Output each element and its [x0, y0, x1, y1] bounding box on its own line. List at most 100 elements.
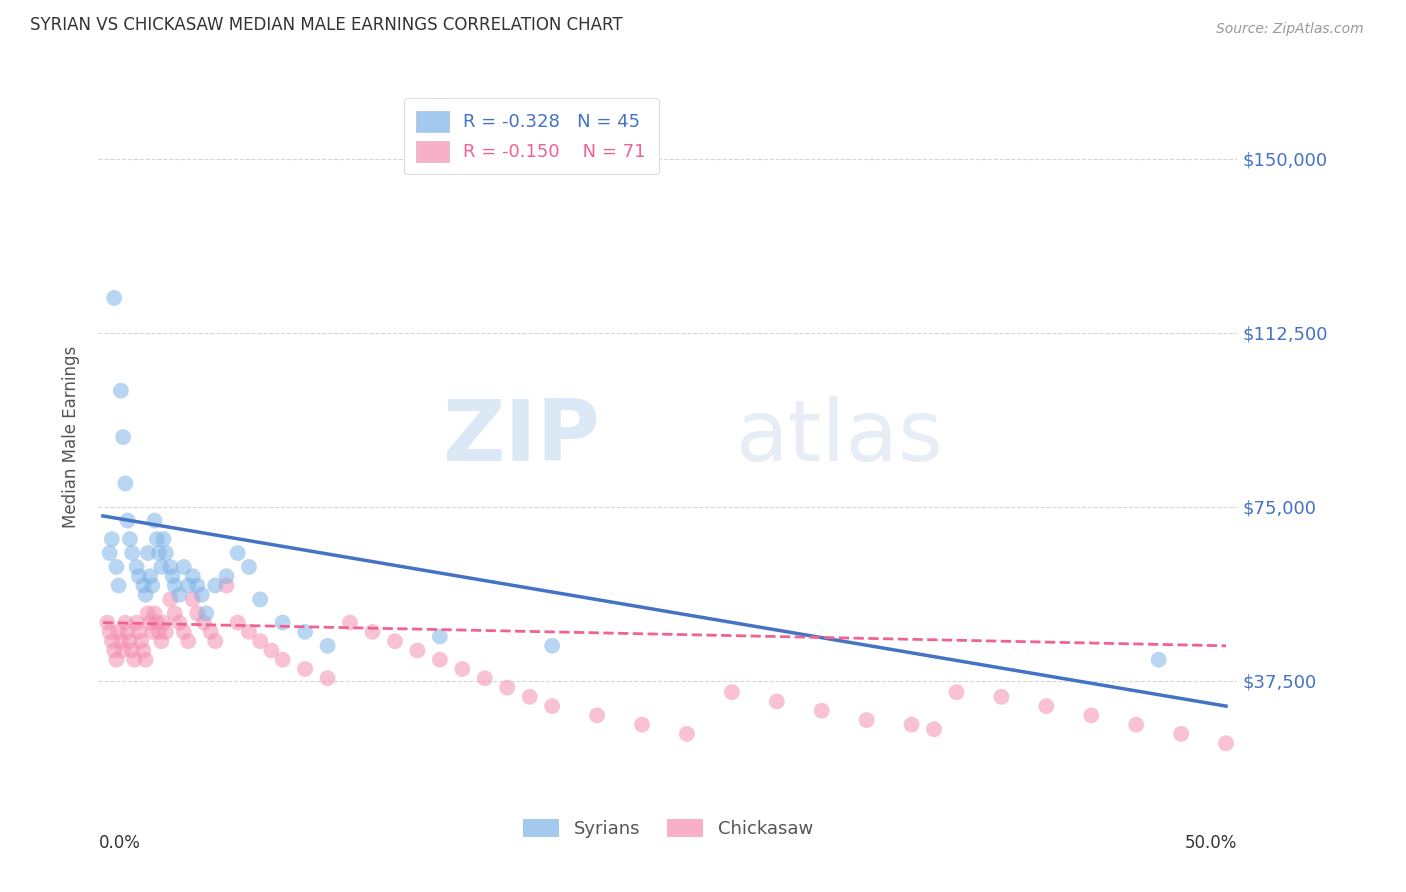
Point — [215, 578, 238, 592]
Point — [96, 615, 118, 630]
Point — [990, 690, 1012, 704]
Point — [204, 578, 226, 592]
Point — [136, 607, 159, 621]
Point — [1215, 736, 1237, 750]
Text: SYRIAN VS CHICKASAW MEDIAN MALE EARNINGS CORRELATION CHART: SYRIAN VS CHICKASAW MEDIAN MALE EARNINGS… — [30, 15, 623, 34]
Point — [105, 653, 128, 667]
Point — [139, 569, 162, 583]
Text: ZIP: ZIP — [441, 395, 599, 479]
Point — [541, 699, 564, 714]
Point — [519, 690, 541, 704]
Point — [1147, 653, 1170, 667]
Point — [110, 634, 132, 648]
Point — [1170, 727, 1192, 741]
Point — [451, 662, 474, 676]
Point — [159, 560, 181, 574]
Point — [103, 291, 125, 305]
Point — [155, 624, 177, 639]
Point — [238, 560, 260, 574]
Point — [118, 634, 141, 648]
Point — [429, 653, 451, 667]
Point — [159, 592, 181, 607]
Point — [152, 615, 174, 630]
Point — [855, 713, 877, 727]
Point — [163, 578, 186, 592]
Text: atlas: atlas — [737, 395, 945, 479]
Point — [810, 704, 832, 718]
Point — [541, 639, 564, 653]
Point — [900, 717, 922, 731]
Point — [114, 476, 136, 491]
Text: 0.0%: 0.0% — [98, 834, 141, 852]
Point — [406, 643, 429, 657]
Point — [177, 634, 200, 648]
Point — [150, 634, 173, 648]
Point — [169, 588, 191, 602]
Point — [177, 578, 200, 592]
Point — [125, 560, 148, 574]
Point — [384, 634, 406, 648]
Point — [143, 514, 166, 528]
Point — [98, 624, 121, 639]
Point — [238, 624, 260, 639]
Point — [186, 578, 208, 592]
Point — [124, 653, 146, 667]
Point — [148, 546, 170, 560]
Point — [631, 717, 654, 731]
Point — [260, 643, 283, 657]
Point — [945, 685, 967, 699]
Y-axis label: Median Male Earnings: Median Male Earnings — [62, 346, 80, 528]
Point — [132, 578, 155, 592]
Point — [173, 624, 195, 639]
Point — [163, 607, 186, 621]
Point — [105, 560, 128, 574]
Point — [271, 653, 294, 667]
Point — [361, 624, 384, 639]
Point — [98, 546, 121, 560]
Point — [173, 560, 195, 574]
Point — [128, 624, 150, 639]
Point — [249, 592, 271, 607]
Point — [139, 615, 162, 630]
Point — [143, 607, 166, 621]
Point — [721, 685, 744, 699]
Point — [152, 532, 174, 546]
Point — [135, 588, 157, 602]
Point — [190, 588, 212, 602]
Point — [128, 569, 150, 583]
Point — [117, 514, 139, 528]
Point — [107, 578, 129, 592]
Point — [1080, 708, 1102, 723]
Point — [474, 671, 496, 685]
Point — [316, 639, 339, 653]
Point — [132, 643, 155, 657]
Point — [316, 671, 339, 685]
Point — [141, 578, 163, 592]
Point — [155, 546, 177, 560]
Point — [496, 681, 519, 695]
Point — [429, 630, 451, 644]
Point — [118, 532, 141, 546]
Point — [112, 643, 135, 657]
Point — [169, 615, 191, 630]
Point — [226, 546, 249, 560]
Point — [114, 615, 136, 630]
Point — [249, 634, 271, 648]
Point — [226, 615, 249, 630]
Legend: Syrians, Chickasaw: Syrians, Chickasaw — [516, 812, 820, 846]
Point — [121, 643, 143, 657]
Point — [162, 569, 184, 583]
Point — [107, 624, 129, 639]
Point — [110, 384, 132, 398]
Point — [676, 727, 699, 741]
Point — [150, 560, 173, 574]
Point — [200, 624, 222, 639]
Point — [586, 708, 609, 723]
Point — [1125, 717, 1147, 731]
Point — [271, 615, 294, 630]
Point — [193, 615, 215, 630]
Point — [765, 694, 787, 708]
Point — [1035, 699, 1057, 714]
Point — [135, 653, 157, 667]
Point — [148, 624, 170, 639]
